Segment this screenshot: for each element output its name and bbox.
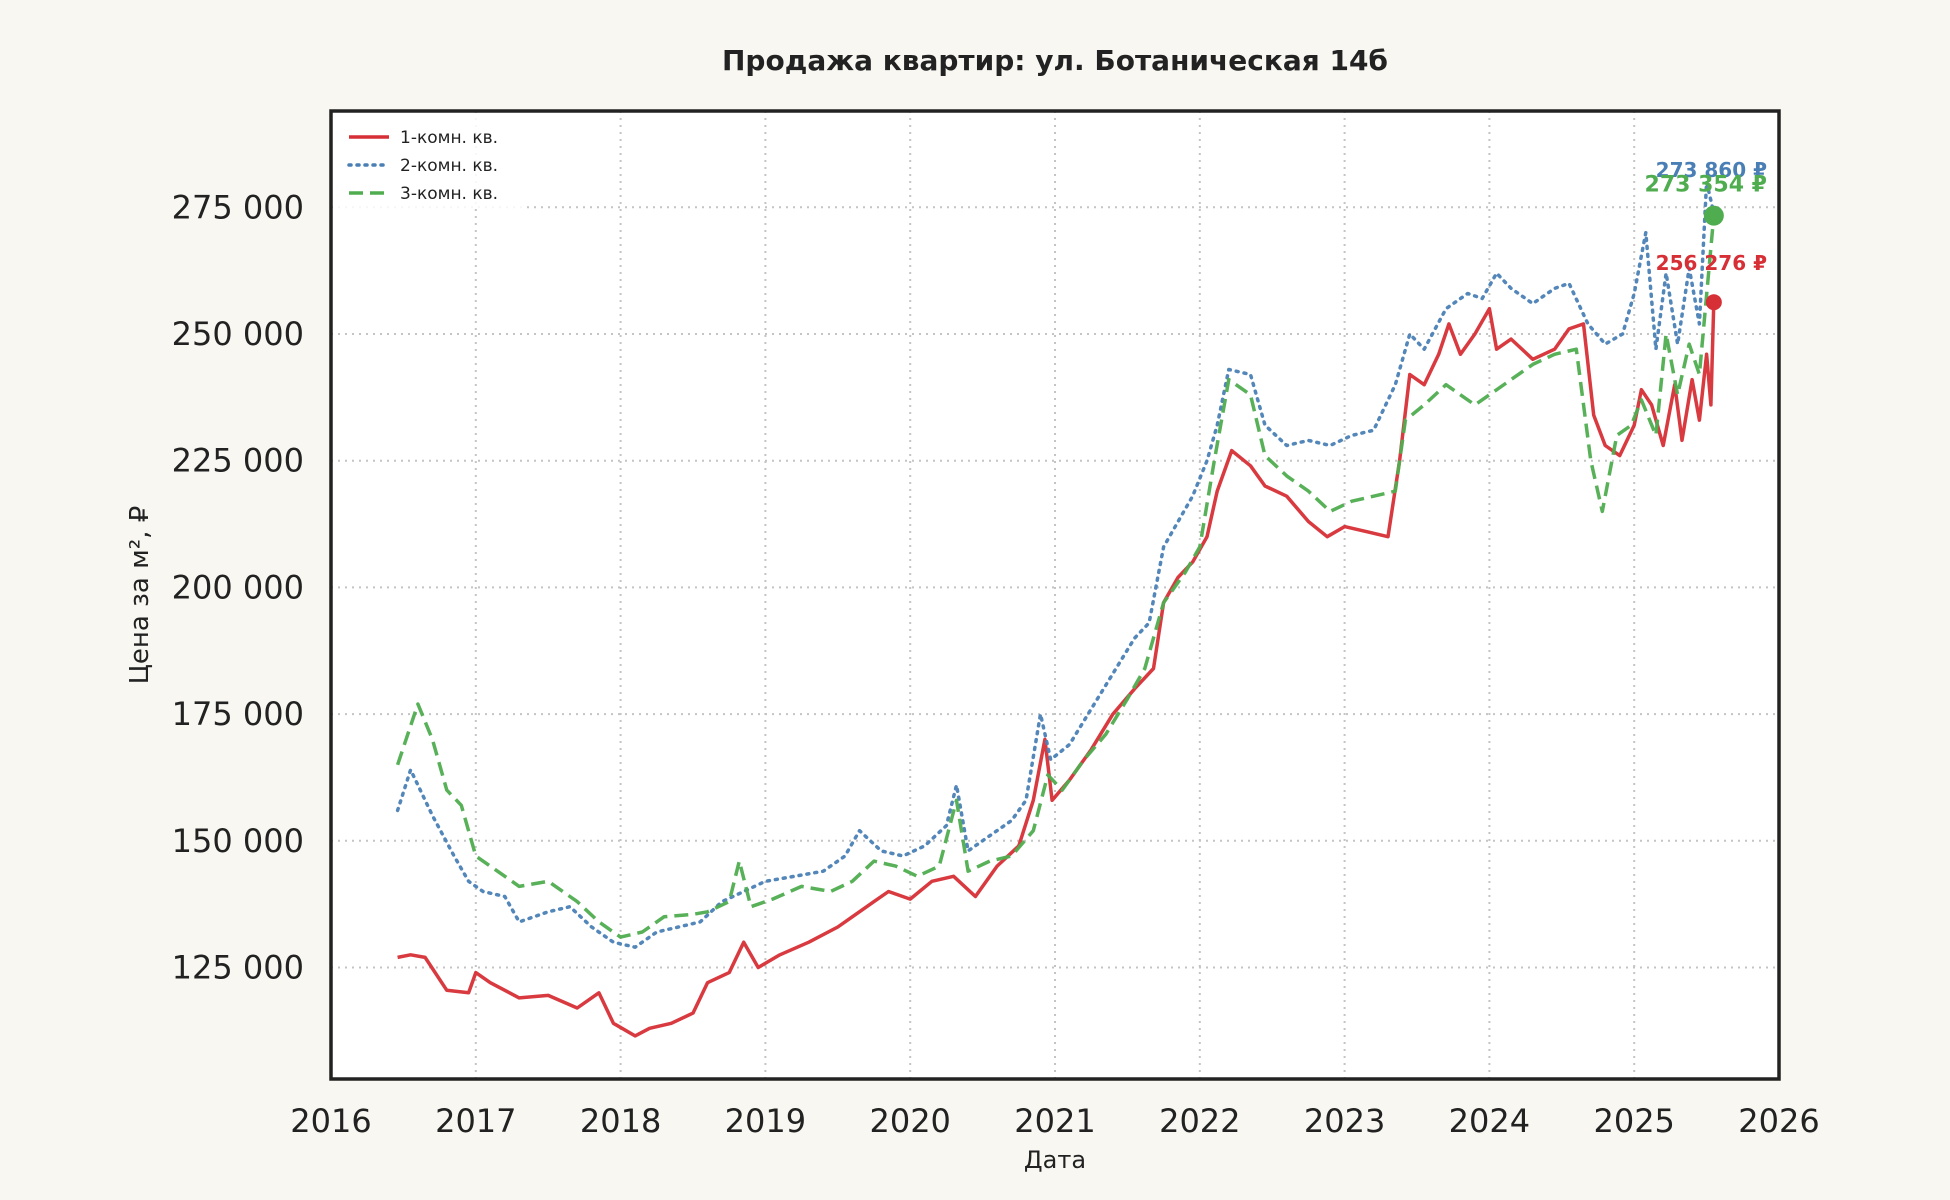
y-tick-label: 225 000 — [172, 442, 304, 480]
y-axis-label: Цена за м², ₽ — [125, 506, 155, 685]
y-tick-label: 125 000 — [172, 949, 304, 987]
y-tick-label: 175 000 — [172, 695, 304, 733]
series-line-3 — [395, 215, 1716, 939]
end-marker-1 — [1705, 294, 1722, 311]
x-tick-label: 2018 — [580, 1102, 661, 1140]
series-layer — [395, 180, 1716, 1038]
x-tick-label: 2020 — [869, 1102, 950, 1140]
end-value-label-3: 273 354 ₽ — [1645, 173, 1767, 198]
legend-box — [337, 117, 527, 209]
x-tick-label: 2019 — [725, 1102, 806, 1140]
y-tick-label: 150 000 — [172, 822, 304, 860]
x-tick-label: 2025 — [1593, 1102, 1674, 1140]
y-tick-label: 275 000 — [172, 188, 304, 226]
legend-label-2: 2-комн. кв. — [400, 156, 498, 176]
y-tick-labels: 125 000 150 000 175 000 200 000 225 000 250 0… — [172, 188, 304, 986]
x-tick-label: 2017 — [435, 1102, 516, 1140]
x-tick-label: 2026 — [1738, 1102, 1819, 1140]
end-value-label-2: 273 860 ₽ — [1656, 158, 1767, 182]
end-markers: 256 276 ₽ 273 860 ₽273 354 ₽ — [1645, 158, 1767, 311]
legend-label-1: 1-комн. кв. — [400, 128, 498, 148]
chart-title: Продажа квартир: ул. Ботаническая 14б — [722, 44, 1388, 77]
x-tick-label: 2021 — [1014, 1102, 1095, 1140]
legend-label-3: 3-комн. кв. — [400, 184, 498, 204]
x-tick-label: 2022 — [1159, 1102, 1240, 1140]
end-marker-3 — [1703, 205, 1724, 226]
series-line-2 — [395, 180, 1716, 949]
y-tick-label: 250 000 — [172, 315, 304, 353]
end-value-label-1: 256 276 ₽ — [1656, 251, 1767, 275]
legend: 1-комн. кв. 2-комн. кв. 3-комн. кв. — [337, 117, 527, 209]
x-axis-label: Дата — [1024, 1146, 1086, 1174]
y-tick-label: 200 000 — [172, 568, 304, 606]
x-tick-label: 2023 — [1304, 1102, 1385, 1140]
x-tick-label: 2024 — [1449, 1102, 1530, 1140]
x-tick-label: 2016 — [290, 1102, 371, 1140]
plot-frame — [329, 109, 1781, 1081]
x-tick-labels: 2016 2017 2018 2019 2020 2021 2022 2023 2024 2025… — [290, 1102, 1819, 1140]
